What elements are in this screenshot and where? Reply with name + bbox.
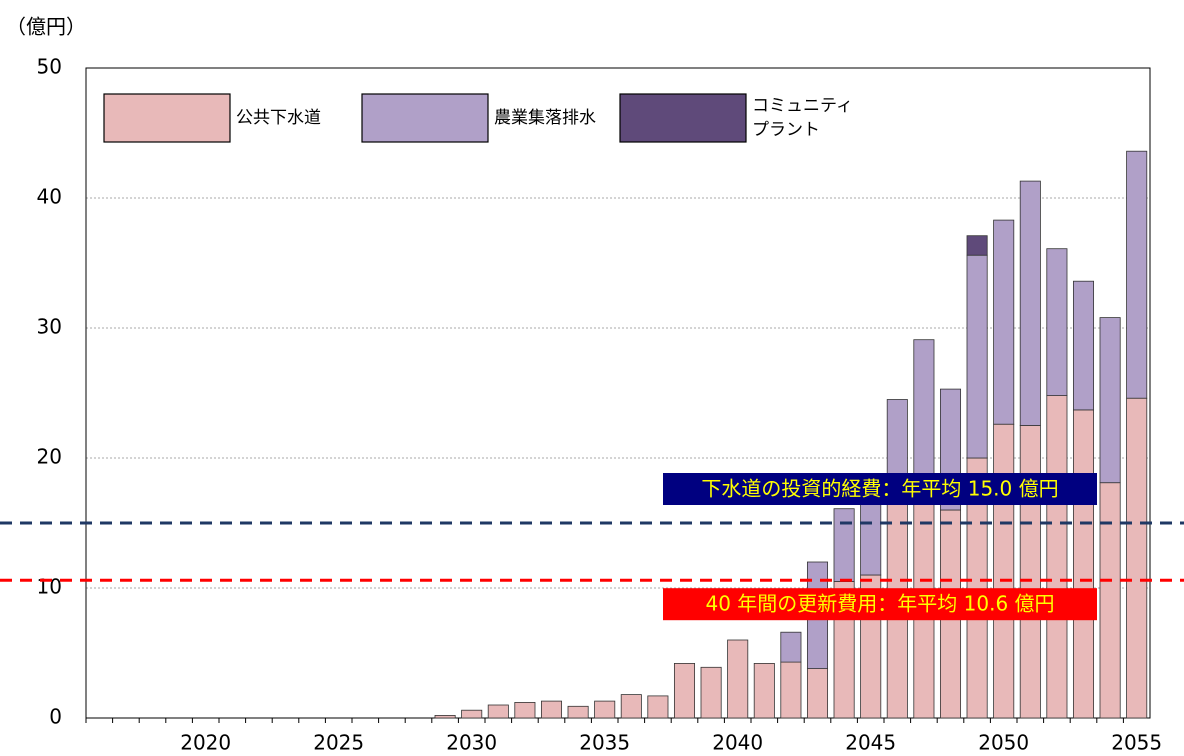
bar-segment <box>1072 409 1095 719</box>
annotation-box <box>663 473 1097 505</box>
bar-segment <box>913 339 935 485</box>
bar-segment <box>833 508 855 582</box>
x-tick-label: 2040 <box>712 731 763 755</box>
bar-segment <box>1072 280 1095 411</box>
bar-segment <box>1046 248 1068 396</box>
bar-segment <box>461 709 483 719</box>
y-tick-label: 10 <box>37 575 62 599</box>
legend-label: コミュニティ プラント <box>752 96 853 140</box>
x-tick-label: 2020 <box>180 731 231 755</box>
y-tick-label: 50 <box>37 55 62 79</box>
bar-segment <box>1019 425 1041 719</box>
bar-segment <box>567 705 589 719</box>
bar-segment <box>1019 180 1041 426</box>
bar-segment <box>647 695 669 719</box>
x-tick-label: 2035 <box>579 731 630 755</box>
y-tick-label: 30 <box>37 315 62 339</box>
bar-segment <box>806 668 829 719</box>
bar-segment <box>993 423 1015 719</box>
x-tick-label: 2045 <box>845 731 896 755</box>
bar-segment <box>1126 397 1148 719</box>
legend-swatch <box>361 93 489 143</box>
y-tick-label: 40 <box>37 185 62 209</box>
bar-segment <box>727 639 749 719</box>
bar-segment <box>620 694 642 719</box>
bar-segment <box>966 254 988 459</box>
legend-label: 農業集落排水 <box>494 108 596 128</box>
x-tick-label: 2055 <box>1111 731 1162 755</box>
bar-segment <box>860 496 882 576</box>
bar-segment <box>1046 395 1068 719</box>
bar-segment <box>434 715 456 719</box>
bar-segment <box>1126 150 1148 399</box>
annotation-box <box>663 588 1097 621</box>
bar-segment <box>753 663 775 719</box>
bar-segment <box>673 663 696 719</box>
plot-frame <box>85 67 1151 719</box>
bar-segment <box>780 661 802 719</box>
legend-label: 公共下水道 <box>236 108 321 128</box>
bar-segment <box>780 631 802 663</box>
bar-segment <box>487 704 509 719</box>
x-tick-label: 2025 <box>313 731 364 755</box>
bar-segment <box>966 235 988 256</box>
y-tick-label: 20 <box>37 445 62 469</box>
annotation-label: 下水道の投資的経費：年平均 15.0 億円 <box>701 477 1058 501</box>
bar-segment <box>540 700 563 719</box>
bar-segment <box>993 219 1015 425</box>
bar-segment <box>594 700 616 719</box>
bar-segment <box>1099 482 1121 719</box>
bar-segment <box>514 702 536 719</box>
bar-segment <box>700 666 722 719</box>
legend-swatch <box>103 93 231 143</box>
y-tick-label: 0 <box>49 705 62 729</box>
bar-segment <box>1099 317 1121 484</box>
y-unit: （億円） <box>6 15 86 39</box>
x-tick-label: 2030 <box>446 731 497 755</box>
x-tick-label: 2050 <box>978 731 1029 755</box>
legend-swatch <box>619 93 747 143</box>
annotation-label: 40 年間の更新費用：年平均 10.6 億円 <box>705 592 1054 616</box>
